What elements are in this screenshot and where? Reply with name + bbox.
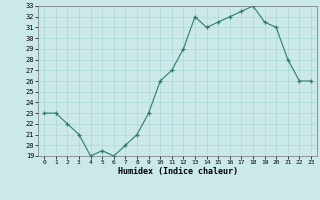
X-axis label: Humidex (Indice chaleur): Humidex (Indice chaleur) <box>118 167 238 176</box>
